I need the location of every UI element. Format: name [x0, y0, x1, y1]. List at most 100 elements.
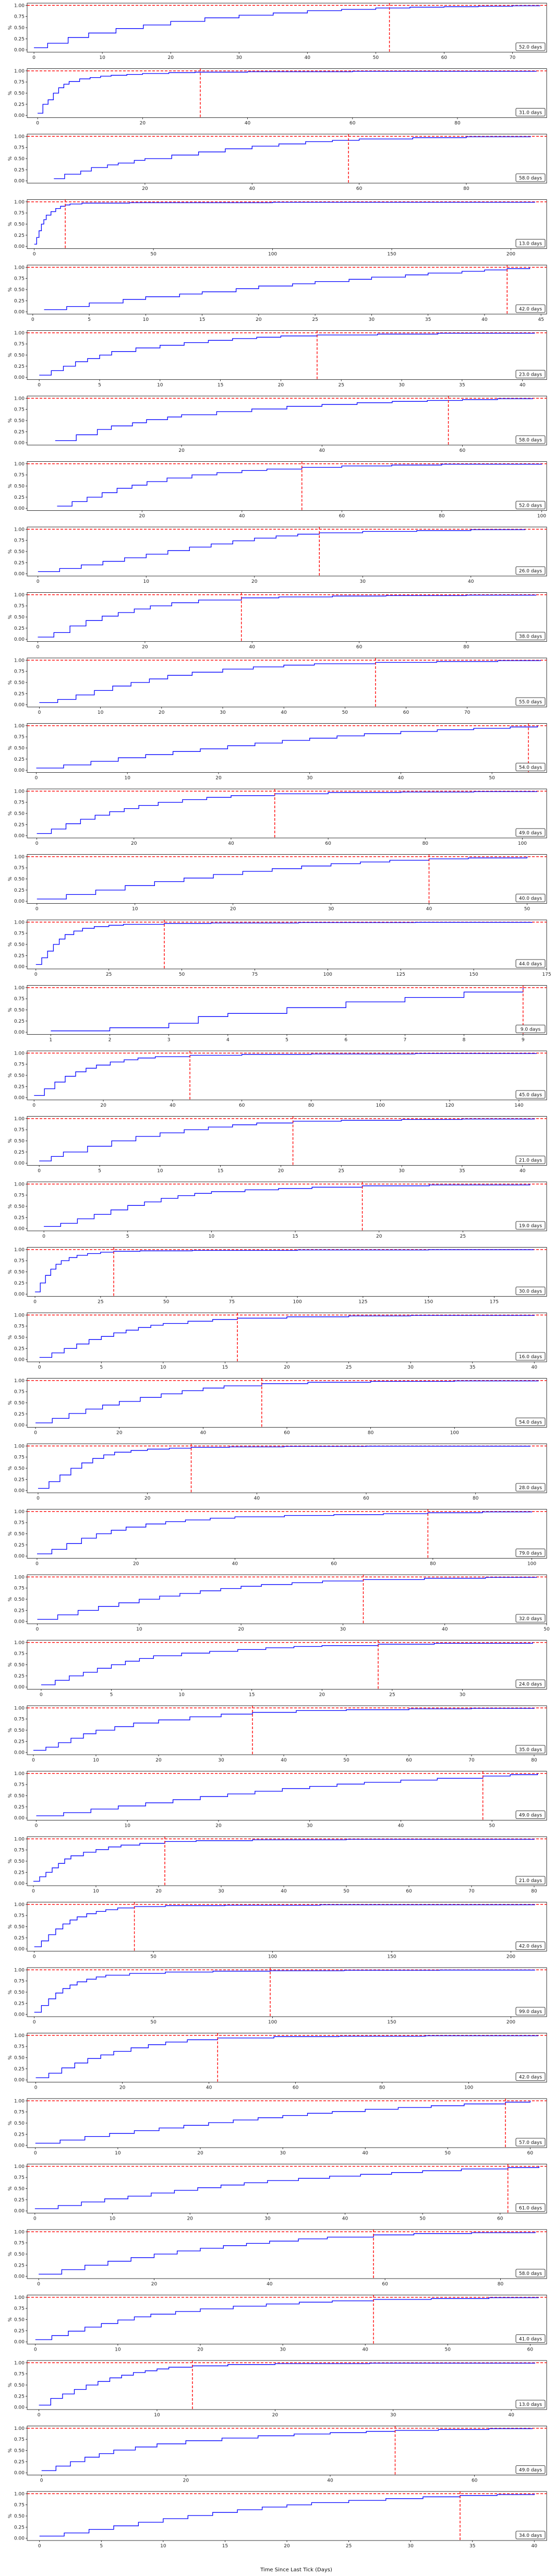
- x-tick-label: 20: [142, 186, 148, 191]
- y-axis-label: %: [8, 156, 13, 161]
- x-tick-label: 30: [236, 55, 243, 61]
- x-tick-label: 15: [218, 1169, 223, 1174]
- x-tick-label: 60: [497, 2216, 503, 2222]
- x-tick-label: 20: [284, 1365, 290, 1370]
- x-tick-label: 20: [159, 710, 165, 715]
- y-tick-label: 0.25: [14, 822, 25, 828]
- y-tick-label: 0.00: [14, 1751, 25, 1756]
- y-tick-label: 0.25: [14, 1084, 25, 1089]
- y-tick-label: 0.00: [14, 703, 25, 708]
- threshold-badge-box: [515, 42, 546, 51]
- y-tick-label: 0.75: [14, 1848, 25, 1853]
- y-tick-label: 0.25: [14, 1150, 25, 1155]
- x-tick-label: 5: [100, 2544, 103, 2549]
- x-tick-label: 30: [369, 317, 375, 322]
- y-tick-label: 0.00: [14, 310, 25, 315]
- threshold-badge-box: [515, 632, 546, 640]
- x-tick-label: 20: [131, 841, 137, 846]
- cdf-series-line: [35, 2101, 531, 2144]
- x-tick-label: 20: [155, 1889, 162, 1894]
- y-tick-label: 0.75: [14, 1913, 25, 1919]
- x-tick-label: 50: [489, 776, 495, 781]
- x-tick-label: 15: [222, 2544, 228, 2549]
- y-tick-label: 0.25: [14, 888, 25, 893]
- y-tick-label: 0.00: [14, 2471, 25, 2476]
- panel-36: 0.00 0.25 0.50 0.75 1.00% 0 10 20 30 40 50 60 41.0 d…: [8, 2295, 547, 2353]
- x-tick-label: 60: [382, 2282, 388, 2287]
- y-tick-label: 0.75: [14, 2175, 25, 2180]
- x-tick-label: 200: [506, 2020, 515, 2025]
- cdf-series-line: [35, 922, 533, 965]
- y-tick-label: 0.00: [14, 1423, 25, 1428]
- x-tick-label: 25: [346, 1365, 352, 1370]
- threshold-badge-label: 79.0 days: [519, 1551, 542, 1556]
- panels-group: 0.000.250.500.751.00%0 10 20 30 40 50 60 7052.0…: [8, 3, 551, 2549]
- y-tick-label: 1.00: [14, 527, 25, 532]
- x-tick-label: 0: [33, 2216, 37, 2222]
- x-tick-label: 0: [36, 1627, 39, 1632]
- y-tick-label: 0.50: [14, 1532, 25, 1537]
- y-tick-label: 0.50: [14, 2056, 25, 2061]
- x-tick-label: 50: [150, 2020, 156, 2025]
- x-tick-label: 40: [254, 1496, 260, 1501]
- x-tick-label: 20: [215, 1824, 222, 1829]
- x-tick-label: 100: [268, 1955, 277, 1960]
- y-tick-label: 1.00: [14, 331, 25, 336]
- x-tick-label: 100: [293, 1300, 302, 1305]
- y-tick-label: 0.75: [14, 1586, 25, 1591]
- y-tick-label: 0.00: [14, 113, 25, 118]
- panel-17: 0.00 0.25 0.50 0.75 1.00% 0 20 40 60 80 100 120 140 4…: [8, 1050, 547, 1108]
- x-tick-label: 80: [463, 186, 469, 191]
- panel-38: 0.00 0.25 0.50 0.75 1.00% 0 20 40 60 49.0 days: [8, 2426, 547, 2484]
- y-tick-label: 0.00: [14, 1096, 25, 1101]
- x-tick-label: 20: [119, 2086, 126, 2091]
- cdf-series-line: [36, 1773, 538, 1816]
- x-tick-label: 6: [344, 1038, 347, 1043]
- y-tick-label: 0.00: [14, 1161, 25, 1166]
- x-tick-label: 60: [325, 841, 331, 846]
- y-tick-label: 0.25: [14, 691, 25, 697]
- threshold-badge-label: 16.0 days: [519, 1355, 542, 1360]
- y-axis-label: %: [8, 1924, 13, 1929]
- x-tick-label: 2: [108, 1038, 112, 1043]
- y-tick-label: 0.50: [14, 2252, 25, 2257]
- x-tick-label: 60: [284, 1431, 290, 1436]
- panel-frame: [27, 330, 547, 380]
- cdf-series-line: [38, 1446, 531, 1489]
- y-axis-label: %: [8, 1073, 13, 1077]
- panel-21: 0.00 0.25 0.50 0.75 1.00% 0 5 10 15 20 25 30 35 40 16.…: [8, 1312, 547, 1370]
- y-tick-label: 0.75: [14, 538, 25, 544]
- panel-frame: [27, 134, 547, 184]
- y-tick-label: 0.75: [14, 80, 25, 85]
- y-tick-label: 0.50: [14, 91, 25, 97]
- panel-frame: [27, 2164, 547, 2213]
- y-tick-label: 0.00: [14, 2405, 25, 2411]
- y-tick-label: 0.50: [14, 1073, 25, 1079]
- threshold-badge-label: 38.0 days: [519, 634, 542, 640]
- x-tick-label: 60: [239, 1103, 245, 1108]
- threshold-badge-label: 54.0 days: [519, 765, 542, 771]
- panel-frame: [27, 2033, 547, 2082]
- panel-frame: [27, 265, 547, 315]
- y-tick-label: 0.00: [14, 965, 25, 970]
- threshold-badge-box: [515, 239, 546, 247]
- x-tick-label: 200: [506, 252, 515, 257]
- panel-7: 0.00 0.25 0.50 0.75 1.00% 20 40 60 58.0 days: [8, 396, 547, 453]
- x-axis-label: Time Since Last Tick (Days): [260, 2567, 332, 2573]
- x-tick-label: 20: [272, 2413, 279, 2418]
- y-tick-label: 0.75: [14, 2110, 25, 2115]
- x-tick-label: 20: [251, 579, 258, 584]
- threshold-badge-label: 58.0 days: [519, 2271, 542, 2277]
- x-tick-label: 8: [463, 1038, 466, 1043]
- x-tick-label: 10: [160, 1365, 166, 1370]
- y-tick-label: 0.75: [14, 1259, 25, 1264]
- x-tick-label: 0: [32, 1758, 35, 1763]
- x-tick-label: 0: [34, 2151, 37, 2156]
- y-tick-label: 0.75: [14, 1782, 25, 1788]
- y-tick-label: 1.00: [14, 396, 25, 401]
- threshold-badge-box: [515, 1876, 546, 1885]
- x-tick-label: 20: [230, 907, 236, 912]
- panel-32: 0.00 0.25 0.50 0.75 1.00% 0 20 40 60 80 100 42.0 da…: [8, 2033, 547, 2091]
- y-tick-label: 0.75: [14, 15, 25, 20]
